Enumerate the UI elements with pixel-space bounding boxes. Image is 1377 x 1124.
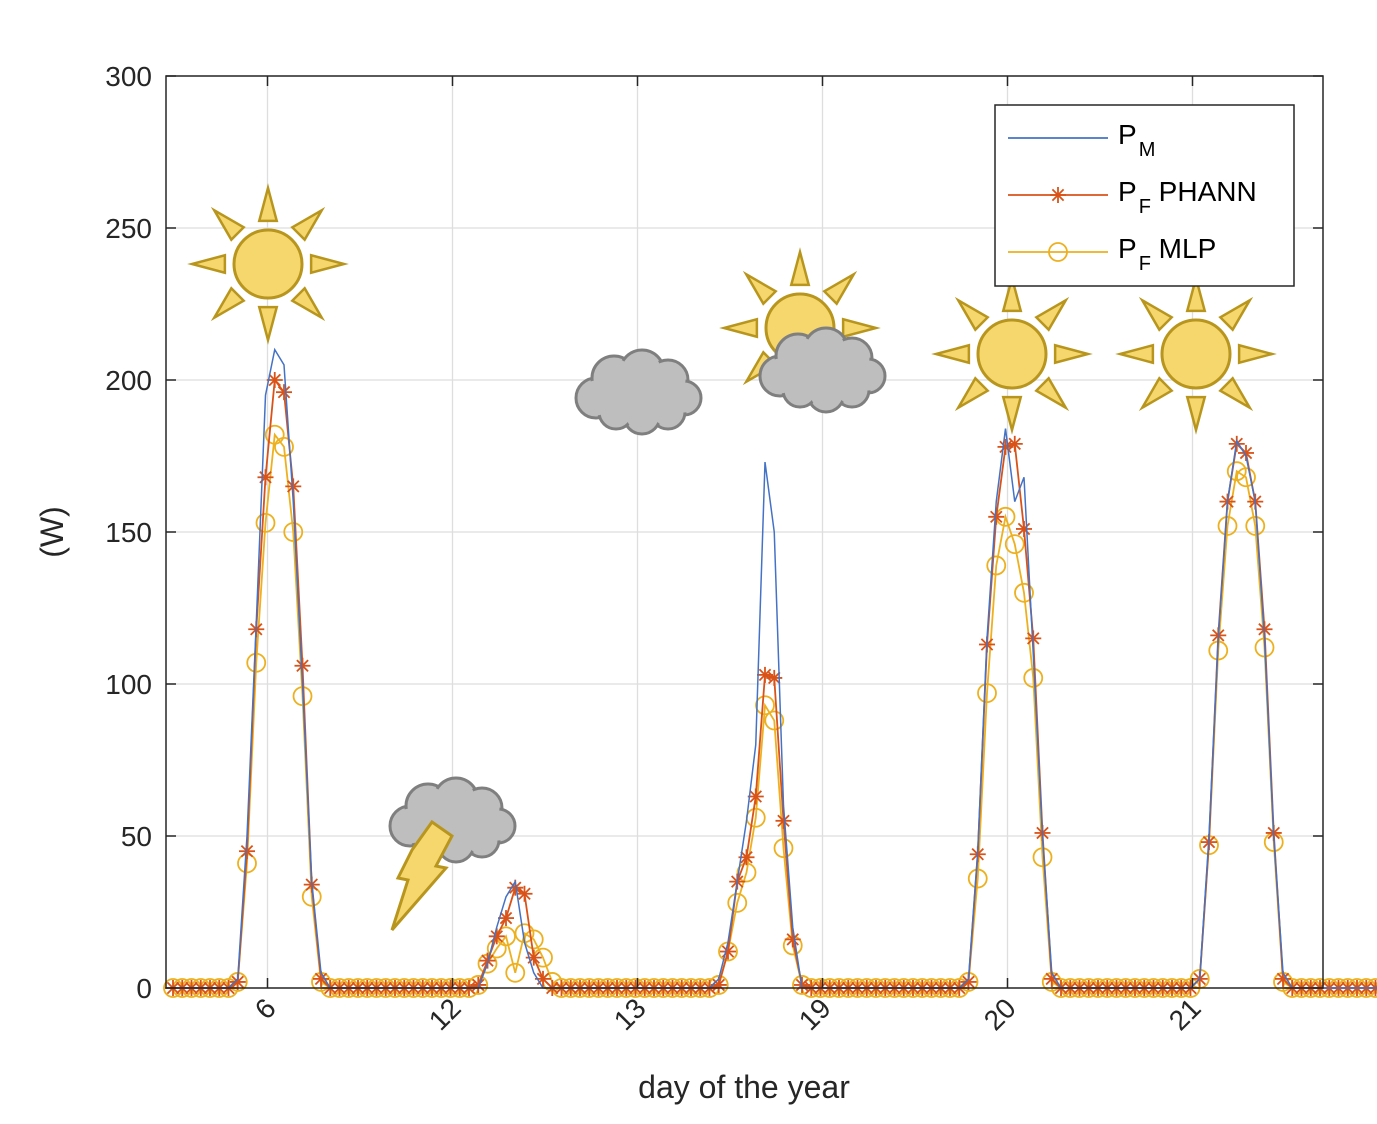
data-point-pmlp [977, 683, 997, 704]
weather-icons [187, 183, 1277, 931]
data-point-pmlp [1236, 467, 1256, 488]
data-point-pphann [470, 976, 487, 993]
y-tick-label: 0 [136, 973, 152, 1004]
y-axis-label: (W) [34, 506, 70, 558]
storm-cloud-icon-day-12 [388, 776, 517, 931]
data-point-pphann [498, 910, 514, 927]
data-point-pphann [720, 943, 736, 960]
data-point-pmlp [1217, 516, 1238, 536]
data-point-pphann [784, 931, 801, 948]
data-point-pmlp [755, 695, 775, 716]
sun-icon-day-21 [1115, 273, 1277, 435]
legend-marker [1050, 187, 1066, 203]
legend: P M P F PHANN P F MLP [994, 104, 1295, 287]
data-point-pmlp [505, 962, 526, 983]
cloud-icon-day-13 [574, 348, 703, 436]
data-point-pmlp [274, 436, 294, 457]
y-tick-label: 300 [105, 61, 152, 92]
data-point-pmlp [1023, 668, 1044, 688]
sun-icon-day-6 [187, 183, 349, 345]
data-point-pmlp [1245, 516, 1266, 536]
data-point-pphann [266, 372, 283, 388]
y-tick-label: 100 [105, 669, 152, 700]
x-axis-label: day of the year [638, 1069, 850, 1105]
data-point-pmlp [1014, 582, 1034, 603]
data-point-pphann [1016, 520, 1032, 537]
sun-cloud-icon-day-19 [719, 247, 887, 414]
data-point-pphann [1006, 435, 1023, 452]
data-point-pmlp [255, 512, 276, 533]
data-point-pphann [276, 384, 292, 401]
y-tick-label: 200 [105, 365, 152, 396]
data-point-pmlp [246, 652, 267, 673]
data-point-pmlp [1032, 847, 1053, 868]
data-point-pmlp [773, 838, 794, 859]
data-point-pphann [766, 669, 783, 686]
data-point-pphann [257, 469, 274, 486]
data-point-pphann [747, 788, 764, 805]
y-tick-label: 250 [105, 213, 152, 244]
data-point-pmlp [986, 555, 1007, 576]
y-tick-label: 150 [105, 517, 152, 548]
legend-marker [1048, 242, 1068, 262]
sun-icon-day-20 [931, 273, 1093, 435]
data-point-pphann [516, 885, 533, 902]
data-point-pmlp [727, 892, 748, 913]
data-point-pmlp [967, 868, 988, 889]
data-point-pphann [239, 843, 255, 860]
data-point-pmlp [1004, 534, 1025, 555]
data-point-pmlp [283, 522, 304, 542]
data-point-pmlp [764, 710, 785, 731]
y-tick-label: 50 [121, 821, 152, 852]
data-point-pphann [488, 928, 505, 945]
